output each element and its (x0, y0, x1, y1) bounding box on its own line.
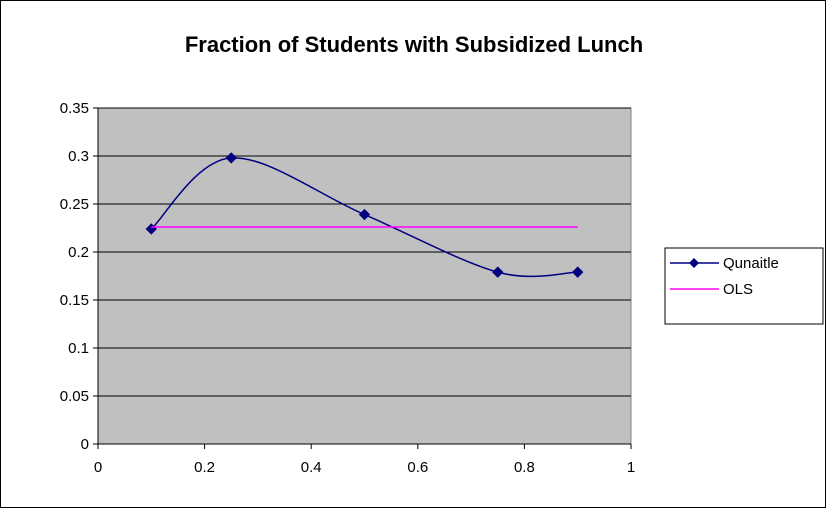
y-tick-label: 0.05 (60, 388, 89, 405)
legend-marker (689, 258, 699, 268)
legend-box (664, 247, 824, 325)
plot-area (97, 107, 632, 445)
x-axis-tick-labels: 0 0.2 0.4 0.6 0.8 1 (94, 459, 635, 476)
y-tick-label: 0.2 (68, 244, 89, 261)
legend: Qunaitle OLS (664, 247, 824, 325)
y-tick-label: 0.3 (68, 148, 89, 165)
x-tick-label: 0.2 (194, 459, 215, 476)
legend-item-ols: OLS (670, 281, 753, 298)
legend-item-qunaitle: Qunaitle (670, 255, 779, 272)
x-tick-label: 0.8 (514, 459, 535, 476)
y-axis-tick-labels: 0 0.05 0.1 0.15 0.2 0.25 0.3 0.35 (60, 100, 89, 453)
data-point (571, 266, 584, 278)
data-point (492, 266, 504, 278)
grid-lines (98, 107, 631, 397)
series-layer (145, 152, 584, 278)
y-tick-label: 0.25 (60, 196, 89, 213)
y-tick-label: 0.15 (60, 292, 89, 309)
x-tick-label: 0 (94, 459, 102, 476)
legend-label: OLS (723, 281, 753, 298)
legend-label: Qunaitle (723, 255, 779, 272)
x-tick-label: 0.4 (301, 459, 322, 476)
axes (93, 107, 632, 449)
x-tick-label: 0.6 (407, 459, 428, 476)
series-qunaitle (145, 152, 584, 278)
data-point (225, 152, 237, 164)
y-tick-label: 0 (81, 436, 89, 453)
data-point (358, 208, 371, 221)
chart-title: Fraction of Students with Subsidized Lun… (185, 32, 643, 57)
y-tick-label: 0.1 (68, 340, 89, 357)
x-tick-label: 1 (627, 459, 635, 476)
y-tick-label: 0.35 (60, 100, 89, 117)
